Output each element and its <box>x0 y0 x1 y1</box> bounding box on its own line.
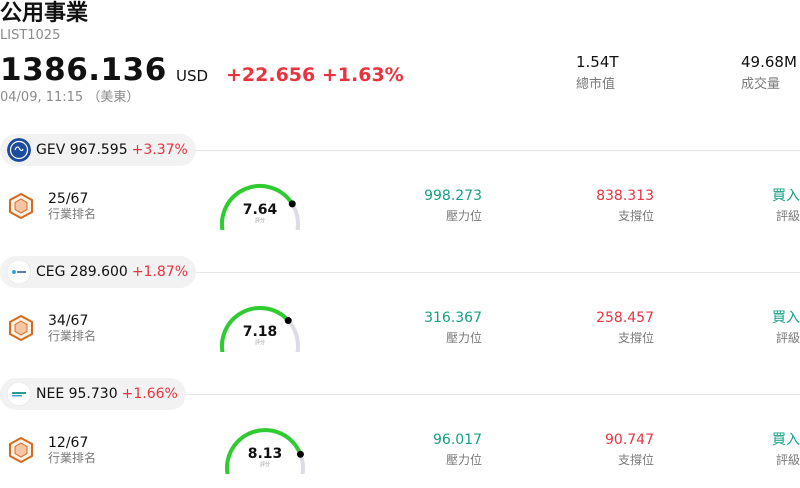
support-level: 90.747 支撐位 <box>554 431 654 468</box>
rating-value: 買入 <box>772 432 800 448</box>
support-level: 838.313 支撐位 <box>554 187 654 224</box>
resistance-value: 998.273 <box>424 188 482 204</box>
market-cap-stat: 1.54T 總市值 <box>576 52 619 94</box>
industry-rank: 12/67 行業排名 <box>48 435 96 466</box>
stock-change-pct: +1.87% <box>131 264 189 280</box>
hexagon-rank-icon <box>7 314 35 346</box>
section-divider <box>185 394 800 395</box>
stock-pill-ceg[interactable]: CEG 289.600 +1.87% <box>0 256 197 288</box>
rating-label: 評級 <box>775 331 800 345</box>
constellation-logo-icon <box>7 260 31 284</box>
rank-value: 34/67 <box>48 313 89 329</box>
gauge-indicator-dot <box>288 200 296 208</box>
support-value: 90.747 <box>605 432 654 448</box>
industry-rank: 25/67 行業排名 <box>48 191 96 222</box>
support-value: 838.313 <box>596 188 654 204</box>
ge-vernova-logo-icon <box>7 138 31 162</box>
resistance-level: 998.273 壓力位 <box>382 187 482 224</box>
rank-value: 25/67 <box>48 191 89 207</box>
rating-value: 買入 <box>772 188 800 204</box>
hexagon-rank-icon <box>7 436 35 468</box>
gauge-fill <box>220 184 295 239</box>
market-cap-value: 1.54T <box>576 53 619 71</box>
score-gauge-arc <box>225 428 305 483</box>
resistance-level: 316.367 壓力位 <box>382 309 482 346</box>
score-value: 7.18 <box>242 324 278 340</box>
rating[interactable]: 買入 評級 <box>720 187 800 224</box>
support-value: 258.457 <box>596 310 654 326</box>
support-label: 支撐位 <box>617 331 654 345</box>
rating-label: 評級 <box>775 453 800 467</box>
price-change: +22.656 +1.63% <box>226 63 404 87</box>
stock-ticker-price: NEE 95.730 <box>36 386 118 402</box>
currency-label: USD <box>176 67 209 85</box>
price-change-value: +22.656 <box>226 64 316 86</box>
score-value: 7.64 <box>242 202 278 218</box>
stock-pill-nee[interactable]: NEE 95.730 +1.66% <box>0 378 186 410</box>
rank-label: 行業排名 <box>48 329 97 343</box>
rank-value: 12/67 <box>48 435 89 451</box>
rating-value: 買入 <box>772 310 800 326</box>
score-value: 8.13 <box>247 446 283 462</box>
score-label: 評分 <box>259 462 270 468</box>
hexagon-rank-icon <box>7 192 35 224</box>
score-gauge: 7.64 評分 <box>216 180 304 239</box>
stock-ticker-price: CEG 289.600 <box>36 264 128 280</box>
rating[interactable]: 買入 評級 <box>720 309 800 346</box>
volume-value: 49.68M <box>741 53 797 71</box>
stock-ticker-price: GEV 967.595 <box>36 142 128 158</box>
rank-label: 行業排名 <box>48 207 97 221</box>
quote-time: 04/09, 11:15 （美東） <box>0 90 140 105</box>
gauge-fill <box>225 428 303 483</box>
gauge-fill <box>220 306 291 361</box>
score-label: 評分 <box>254 340 265 346</box>
resistance-label: 壓力位 <box>445 453 482 467</box>
stock-change-pct: +3.37% <box>131 142 188 158</box>
score-gauge: 7.18 評分 <box>216 302 304 361</box>
section-divider <box>185 150 800 151</box>
resistance-value: 316.367 <box>424 310 482 326</box>
gauge-indicator-dot <box>284 317 292 325</box>
volume-stat: 49.68M 成交量 <box>741 52 797 94</box>
resistance-value: 96.017 <box>433 432 482 448</box>
resistance-label: 壓力位 <box>445 209 482 223</box>
resistance-level: 96.017 壓力位 <box>382 431 482 468</box>
price-change-pct: +1.63% <box>321 64 404 86</box>
market-cap-label: 總市值 <box>576 77 616 92</box>
score-gauge-arc <box>220 184 300 239</box>
support-label: 支撐位 <box>617 209 654 223</box>
volume-label: 成交量 <box>741 77 781 92</box>
score-label: 評分 <box>254 218 265 224</box>
index-price: 1386.136 <box>0 52 167 88</box>
stock-change-pct: +1.66% <box>121 386 178 402</box>
support-level: 258.457 支撐位 <box>554 309 654 346</box>
rating-label: 評級 <box>775 209 800 223</box>
support-label: 支撐位 <box>617 453 654 467</box>
rating[interactable]: 買入 評級 <box>720 431 800 468</box>
section-divider <box>195 272 800 273</box>
nextera-logo-icon <box>7 382 31 406</box>
rank-label: 行業排名 <box>48 451 97 465</box>
score-gauge: 8.13 評分 <box>221 424 309 483</box>
score-gauge-arc <box>220 306 300 361</box>
page-title: 公用事業 <box>0 1 89 26</box>
industry-rank: 34/67 行業排名 <box>48 313 96 344</box>
stock-pill-gev[interactable]: GEV 967.595 +3.37% <box>0 134 196 166</box>
resistance-label: 壓力位 <box>445 331 482 345</box>
gauge-indicator-dot <box>296 450 304 458</box>
list-code: LIST1025 <box>0 28 61 43</box>
